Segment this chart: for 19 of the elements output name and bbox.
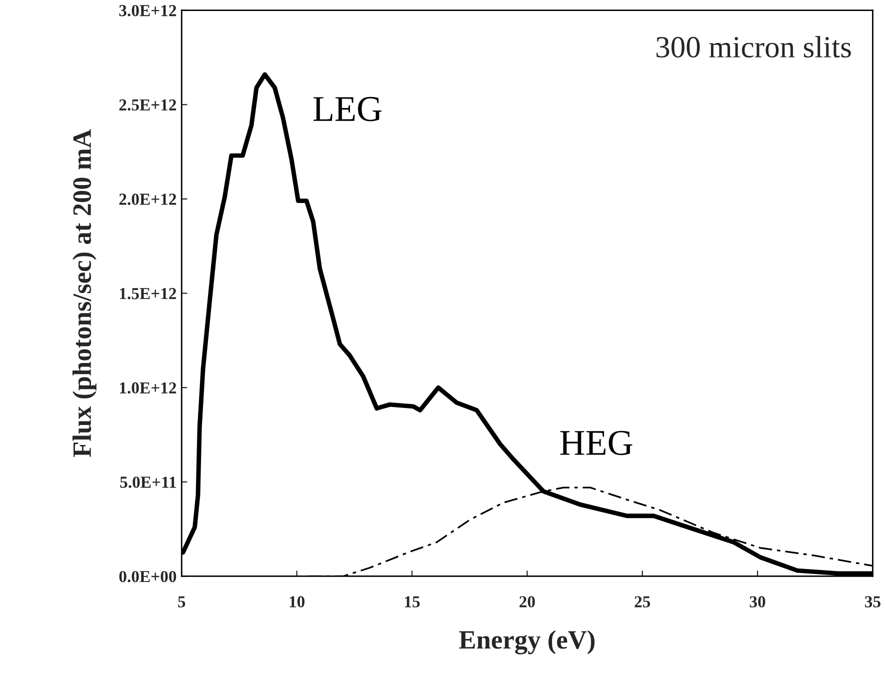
annotation: 300 micron slits bbox=[656, 36, 851, 58]
y-tick-label: 3.0E+12 bbox=[119, 4, 176, 16]
y-tick-label: 1.5E+12 bbox=[120, 288, 176, 300]
x-tick-label: 35 bbox=[865, 596, 880, 608]
y-tick-label: 1.0E+12 bbox=[120, 382, 176, 394]
x-tick-label: 30 bbox=[750, 596, 766, 608]
series-label: LEG bbox=[313, 96, 382, 122]
x-tick-label: 10 bbox=[290, 596, 305, 608]
x-tick-label: 20 bbox=[520, 596, 535, 608]
x-tick-label: 5 bbox=[178, 596, 186, 608]
x-axis-title: Energy (eV) bbox=[459, 630, 595, 654]
x-tick-label: 25 bbox=[634, 596, 650, 608]
y-axis-title: Flux (photons/sec) at 200 mA bbox=[72, 129, 96, 458]
y-tick-label: 5.0E+11 bbox=[120, 476, 176, 488]
x-tick-label: 15 bbox=[404, 596, 420, 608]
series-label: HEG bbox=[560, 430, 632, 456]
y-tick-label: 0.0E+00 bbox=[119, 570, 176, 582]
y-tick-label: 2.0E+12 bbox=[119, 194, 176, 205]
y-tick-label: 2.5E+12 bbox=[119, 99, 176, 111]
